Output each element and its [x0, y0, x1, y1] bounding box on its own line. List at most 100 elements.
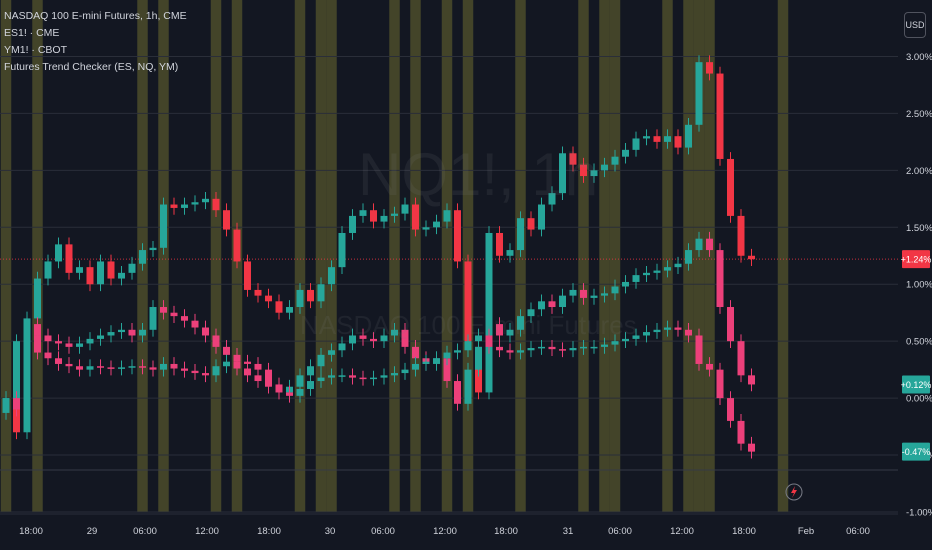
candle-body [695, 238, 703, 251]
candle-body [317, 284, 325, 302]
candle-body [664, 327, 671, 330]
candle-body [538, 346, 545, 349]
candle-body [412, 346, 419, 359]
candle-body [716, 369, 724, 399]
candle-body [349, 375, 356, 378]
candle-body [527, 348, 535, 351]
candle-body [328, 375, 335, 378]
candle-body [202, 373, 209, 376]
candle-body [44, 352, 52, 359]
candle-body [391, 373, 398, 376]
candle-body [401, 369, 409, 374]
axes: -1.00%-0.50%0.00%0.50%1.00%1.50%2.00%2.5… [19, 52, 932, 537]
candle-body [76, 366, 83, 370]
candle-body [223, 210, 230, 230]
candle-body [107, 261, 115, 279]
candle-body [160, 307, 167, 313]
candle-body [685, 124, 692, 148]
candle-body [44, 335, 52, 342]
lightning-icon[interactable] [785, 483, 803, 501]
candle-body [580, 164, 587, 177]
candle-body [97, 261, 104, 285]
highlight-band [609, 0, 621, 512]
candle-body [517, 218, 524, 251]
candle-body [580, 289, 587, 298]
candle-body [380, 335, 388, 342]
candle-body [653, 329, 661, 333]
x-tick-label: 06:00 [608, 526, 632, 537]
candle-body [97, 335, 104, 339]
candle-body [506, 250, 514, 256]
x-tick-label: 12:00 [670, 526, 694, 537]
candle-body [748, 375, 755, 385]
candle-body [464, 341, 472, 351]
candle-body [338, 375, 346, 377]
candle-body [296, 375, 304, 387]
candle-body [244, 261, 251, 290]
candle-body [55, 244, 62, 262]
x-tick-label: 31 [563, 526, 574, 537]
candle-body [118, 367, 125, 369]
legend-compare-es[interactable]: ES1! · CME [4, 27, 60, 39]
candle-body [139, 250, 146, 264]
highlight-band [0, 0, 12, 512]
legend-compare-ym[interactable]: YM1! · CBOT [4, 44, 68, 56]
candle-body [517, 316, 524, 330]
x-tick-label: 18:00 [19, 526, 43, 537]
candle-body [254, 289, 262, 296]
candle-body [254, 363, 262, 370]
candle-body [454, 210, 461, 262]
candle-body [632, 275, 640, 282]
candle-body [128, 329, 136, 336]
candle-body [716, 250, 724, 308]
candle-body [601, 344, 608, 347]
candle-body [580, 346, 587, 349]
candle-body [737, 215, 745, 256]
candle-body [76, 343, 83, 347]
legend-indicator[interactable]: Futures Trend Checker (ES, NQ, YM) [4, 61, 179, 73]
currency-button[interactable]: USD [904, 12, 926, 38]
candle-body [643, 136, 650, 139]
candle-body [233, 361, 241, 369]
candle-body [55, 341, 62, 344]
legend-main-symbol[interactable]: NASDAQ 100 E-mini Futures, 1h, CME [4, 10, 187, 22]
candle-body [34, 278, 41, 319]
candle-body [118, 272, 125, 279]
candle-body [548, 301, 556, 308]
highlight-band [326, 0, 337, 512]
candle-body [496, 346, 503, 351]
candle-body [727, 307, 734, 342]
candle-body [328, 267, 335, 285]
candle-body [611, 341, 619, 345]
candle-body [160, 204, 167, 248]
candle-body [34, 335, 41, 353]
highlight-band [32, 0, 43, 512]
highlight-band [210, 0, 222, 512]
candle-body [359, 210, 367, 216]
candle-body [317, 354, 325, 367]
candle-body [286, 392, 293, 396]
candle-body [391, 213, 398, 216]
candle-body [569, 348, 577, 351]
candle-body [401, 329, 409, 347]
watermark-name: NASDAQ 100 E-mini Futures [300, 310, 637, 340]
candle-body [622, 338, 629, 342]
candle-body [706, 238, 713, 251]
last-value-label: +0.12% [901, 380, 932, 390]
candle-body [643, 272, 650, 276]
candle-body [212, 366, 220, 376]
candle-body [223, 346, 230, 355]
candle-body [139, 329, 146, 336]
candle-body [317, 377, 325, 382]
candle-body [86, 338, 94, 344]
candle-body [170, 204, 178, 208]
candle-body [181, 204, 188, 208]
candle-body [286, 307, 293, 313]
highlight-band [578, 0, 589, 512]
candle-body [265, 381, 272, 385]
candle-body [664, 267, 671, 271]
candle-body [65, 363, 73, 367]
candle-body [590, 170, 598, 177]
candle-body [254, 375, 262, 382]
